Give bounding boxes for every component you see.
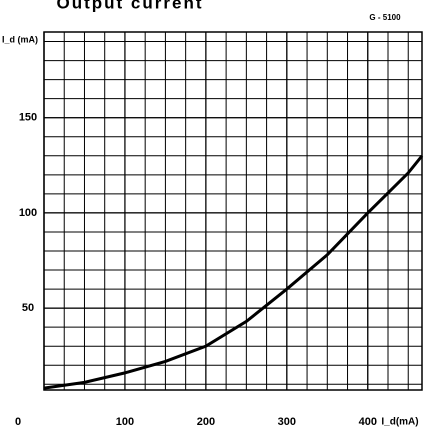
chart-title: Output current — [57, 0, 204, 12]
x-tick-label: 400 — [359, 416, 377, 428]
x-axis-label: I_d(mA) — [381, 417, 418, 428]
x-tick-label: 100 — [116, 416, 134, 428]
chart-subtitle: G - 5100 — [369, 13, 401, 22]
y-tick-label: 50 — [22, 302, 34, 314]
y-tick-label: 150 — [19, 112, 37, 124]
data-line — [43, 154, 424, 390]
x-tick-label: 200 — [197, 416, 215, 428]
x-tick-label: 300 — [278, 416, 296, 428]
y-axis-label: I_d (mA) — [2, 34, 38, 44]
plot-frame — [43, 31, 423, 391]
y-tick-label: 100 — [19, 207, 37, 219]
x-tick-label: 0 — [15, 416, 21, 428]
